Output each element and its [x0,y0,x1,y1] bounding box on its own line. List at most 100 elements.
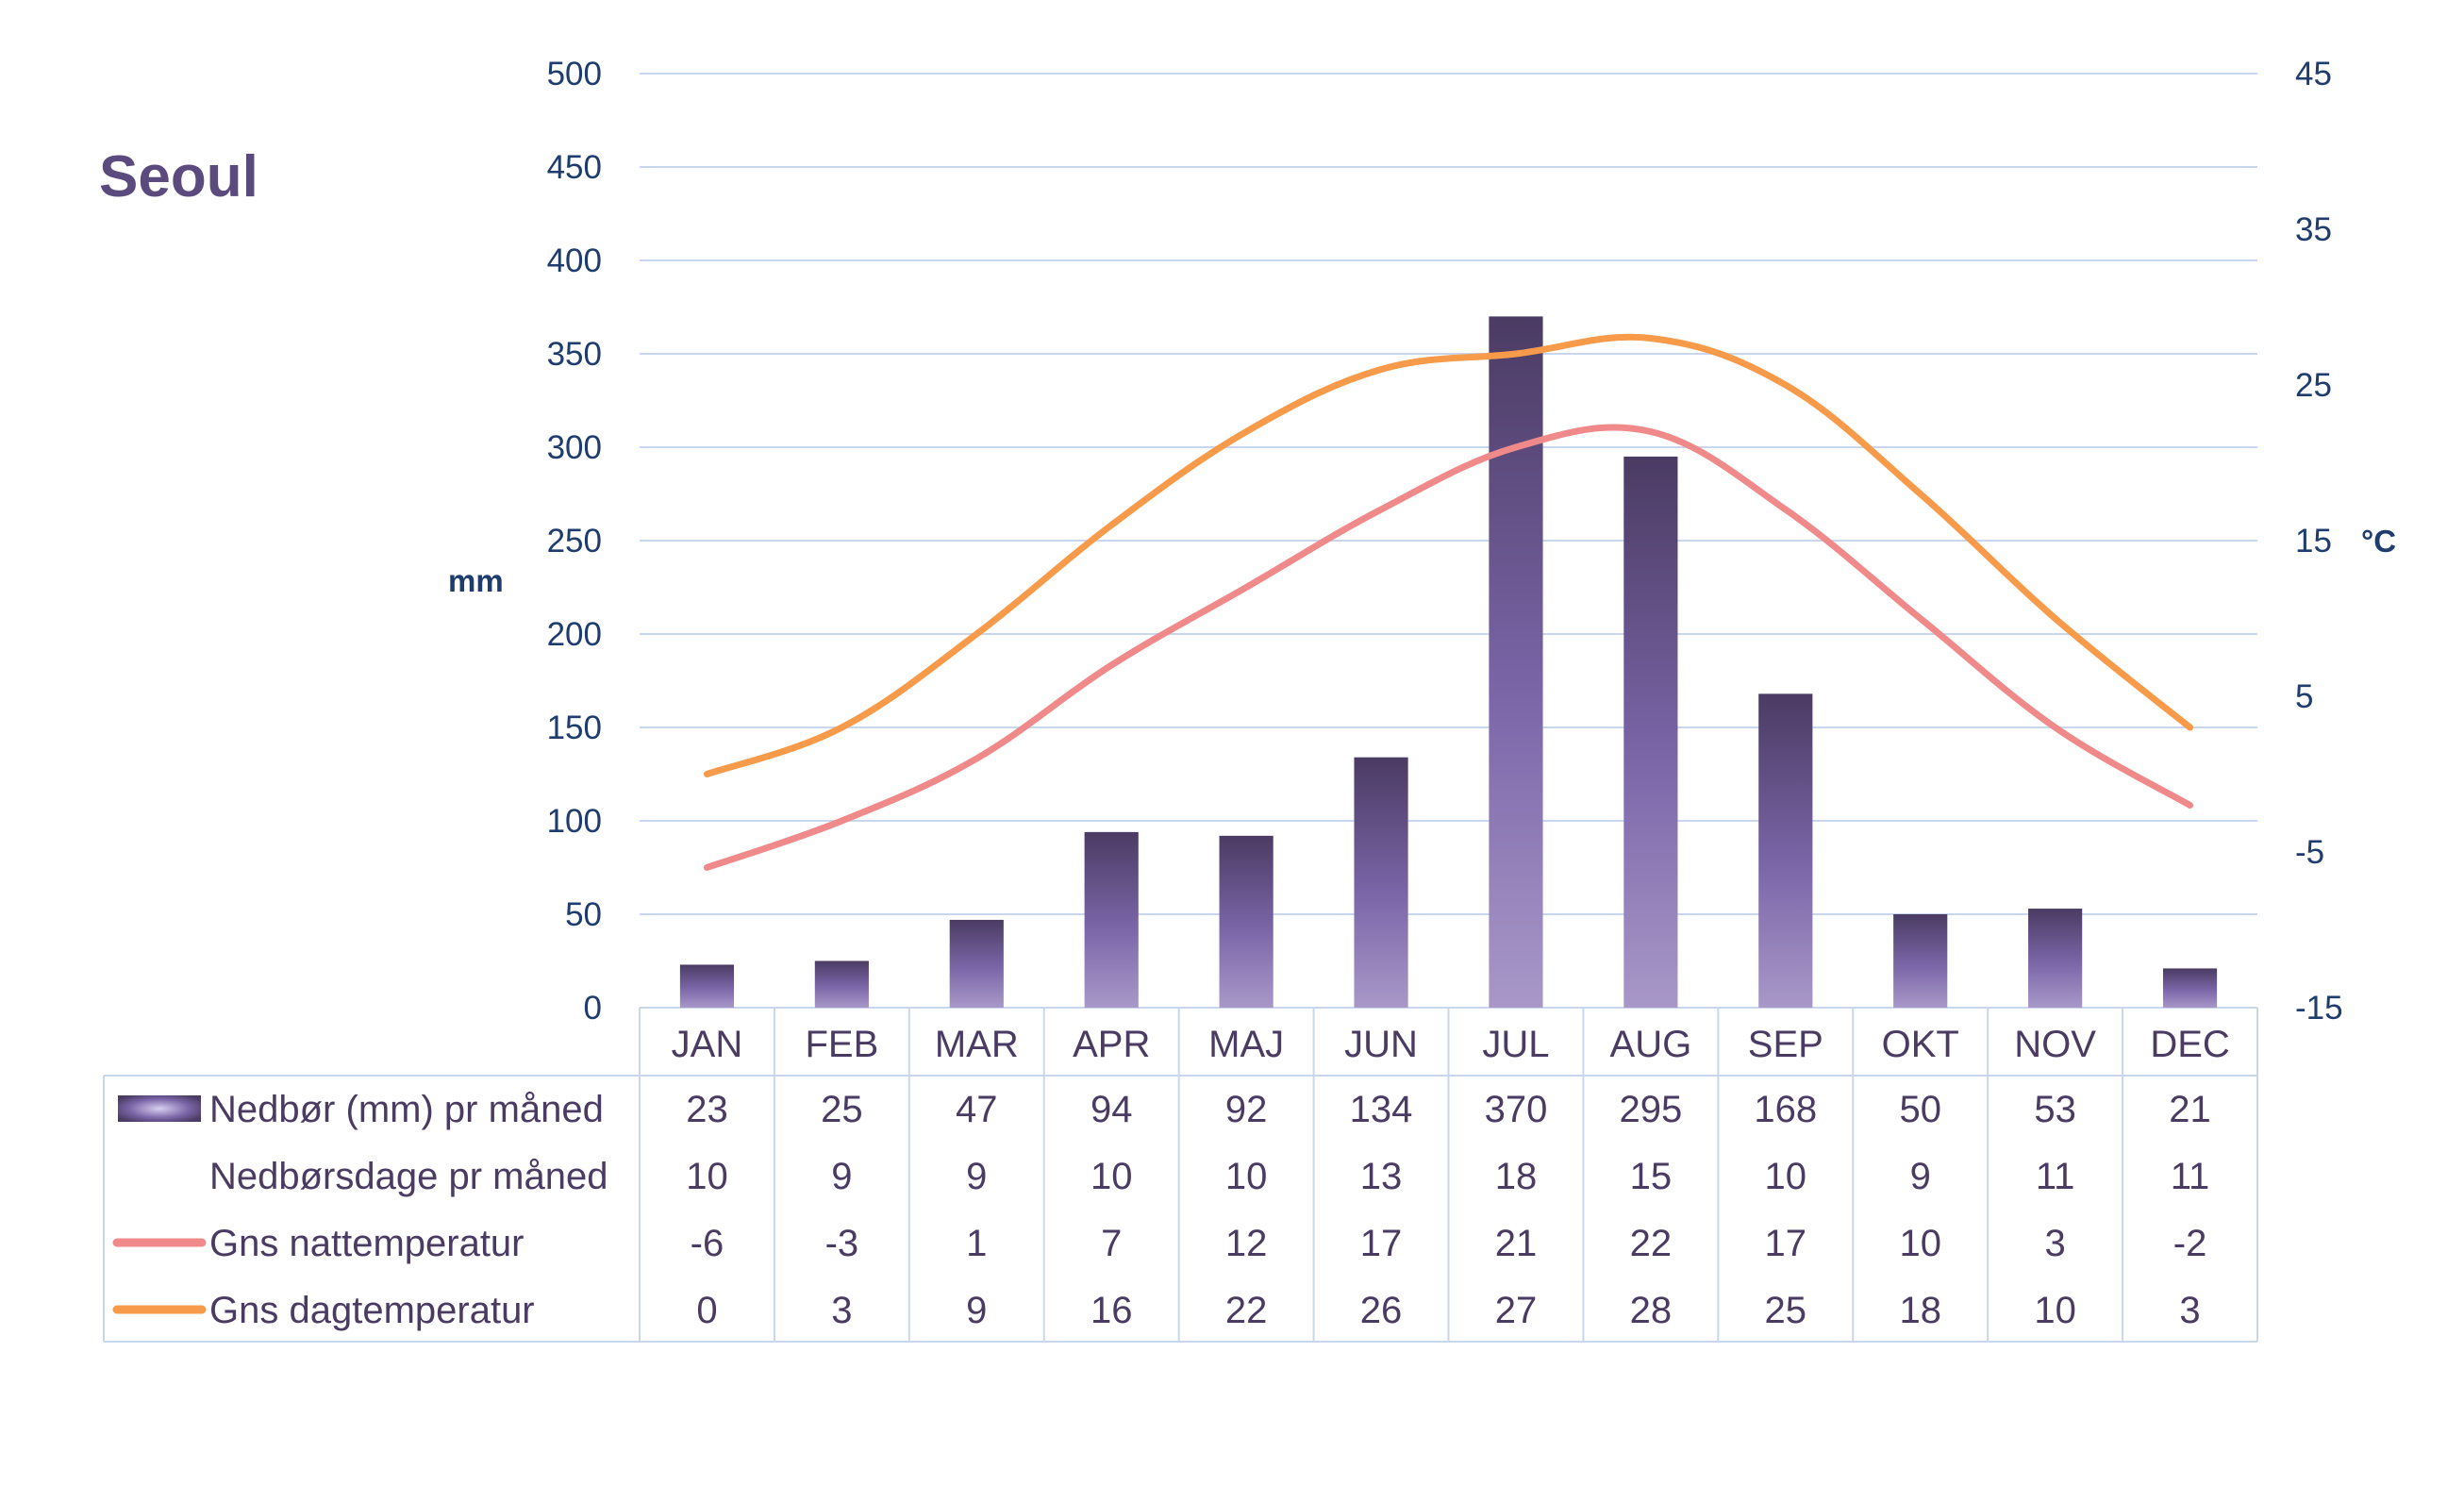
table-cell: -2 [2173,1223,2207,1264]
left-tick-label: 250 [547,523,602,559]
precipitation-bar [1354,757,1408,1008]
table-cell: 23 [686,1089,728,1130]
left-tick-label: 500 [547,56,602,92]
table-cell: 26 [1360,1290,1403,1331]
left-tick-label: 300 [547,429,602,466]
precipitation-bar [1219,835,1274,1008]
month-label: APR [1073,1024,1150,1065]
table-cell: 22 [1225,1290,1268,1331]
table-cell: 10 [2034,1290,2076,1331]
table-cell: -3 [825,1223,859,1264]
table-row-label: Nedbør (mm) pr måned [209,1089,604,1130]
precipitation-bar [1758,693,1813,1008]
left-axis-unit: mm [448,563,504,598]
table-cell: 3 [2179,1290,2200,1331]
precipitation-bar [2028,909,2083,1008]
right-tick-label: 45 [2295,56,2332,92]
table-cell: 3 [831,1290,852,1331]
table-cell: 11 [2171,1156,2210,1197]
night-temperature-line [703,424,2194,871]
table-cell: 9 [1910,1156,1931,1197]
table-row-label: Gns nattemperatur [209,1223,524,1264]
left-tick-label: 150 [547,710,602,746]
day-temperature-line [703,333,2194,777]
temperature-lines [703,333,2194,871]
table-cell: 11 [2036,1156,2075,1197]
table-cell: 13 [1360,1156,1403,1197]
right-axis-unit: °C [2361,524,2396,559]
table-row-label: Nedbørsdage pr måned [209,1156,608,1197]
data-table: JAN FEB MAR APR MAJ JUN JUL AUG SEP OKT NOV DEC Nedb… [103,1008,2258,1343]
month-label: JUN [1344,1024,1418,1065]
table-cell: 21 [1495,1223,1538,1264]
table-cell: 21 [2169,1089,2211,1130]
table-cell: 10 [1090,1156,1133,1197]
table-cell: 295 [1620,1089,1683,1130]
table-cell: 10 [1899,1223,1941,1264]
left-tick-label: 400 [547,242,602,279]
precipitation-bar [2162,968,2218,1008]
table-cell: 28 [1630,1290,1673,1331]
month-label: SEP [1748,1024,1823,1065]
precipitation-bar [679,964,735,1008]
month-label: JAN [672,1024,743,1065]
right-tick-label: 15 [2295,523,2332,559]
right-tick-label: 35 [2295,211,2332,248]
table-cell: 18 [1899,1290,1941,1331]
table-cell: 3 [2045,1223,2066,1264]
month-label: FEB [805,1024,878,1065]
legend-key-precipitation [118,1095,201,1122]
table-cell: 94 [1090,1089,1133,1130]
table-cell: 92 [1225,1089,1268,1130]
table-cell: 9 [966,1156,987,1197]
table-cell: 370 [1485,1089,1548,1130]
gridlines [640,73,2257,1009]
table-cell: 9 [966,1290,987,1331]
table-cell: 10 [686,1156,728,1197]
table-cell: 47 [956,1089,998,1130]
table-cell: 1 [966,1223,987,1264]
left-tick-label: 100 [547,803,602,840]
table-cell: 50 [1899,1089,1941,1130]
table-cell: 25 [821,1089,863,1130]
left-tick-label: 450 [547,149,602,186]
precipitation-bar [949,919,1004,1008]
precipitation-bar [1623,456,1678,1008]
month-label: NOV [2014,1024,2096,1065]
month-label: MAJ [1208,1024,1284,1065]
right-tick-label: -5 [2295,834,2324,871]
month-label: DEC [2150,1024,2229,1065]
right-tick-label: 25 [2295,367,2332,404]
table-cell: 168 [1754,1089,1817,1130]
table-cell: 15 [1630,1156,1673,1197]
table-cell: 16 [1090,1290,1133,1331]
month-label: JUL [1482,1024,1549,1065]
month-label: OKT [1882,1024,1959,1065]
table-cell: 18 [1495,1156,1538,1197]
left-tick-label: 200 [547,616,602,653]
right-tick-label: 5 [2295,678,2313,715]
left-axis-ticks: 0 50 100 150 200 250 300 350 400 450 500 [547,56,602,1027]
table-cell: 9 [831,1156,852,1197]
chart-title: Seoul [99,144,258,209]
left-tick-label: 350 [547,336,602,373]
table-cell: 10 [1765,1156,1807,1197]
precipitation-bars [679,316,2218,1008]
precipitation-bar [1893,914,1948,1008]
table-cell: 27 [1495,1290,1538,1331]
precipitation-bar [814,960,869,1008]
left-tick-label: 0 [584,990,602,1027]
precipitation-bar [1084,831,1139,1008]
precipitation-bar [1489,316,1543,1008]
table-cell: 17 [1360,1223,1403,1264]
table-row-label: Gns dagtemperatur [209,1290,535,1331]
table-cell: 134 [1350,1089,1413,1130]
table-cell: 17 [1765,1223,1807,1264]
right-tick-label: -15 [2295,990,2343,1027]
month-label: AUG [1610,1024,1692,1065]
table-cell: 12 [1225,1223,1268,1264]
left-tick-label: 50 [565,896,602,933]
table-cell: -6 [691,1223,724,1264]
table-cell: 22 [1630,1223,1673,1264]
